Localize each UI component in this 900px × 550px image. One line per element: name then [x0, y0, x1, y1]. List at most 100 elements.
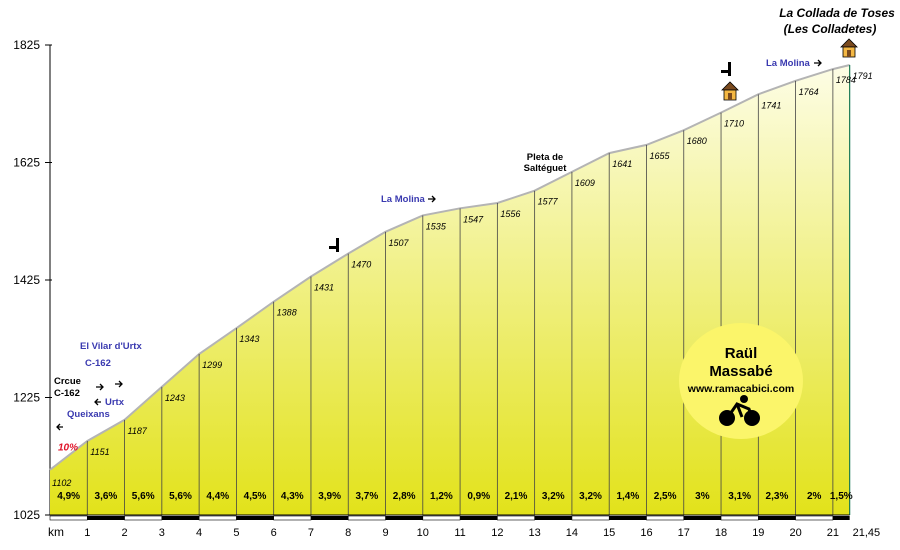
arrow-left-icon — [56, 423, 63, 431]
gradient-label: 1,2% — [430, 491, 453, 502]
km-scale-segment — [236, 516, 274, 520]
x-tick-label: 19 — [752, 527, 764, 539]
author-last-name: Massabé — [709, 363, 772, 380]
x-tick-label: 10 — [417, 527, 429, 539]
km-scale-segment — [273, 515, 312, 521]
author-badge-background — [679, 323, 803, 439]
profile-area — [49, 64, 850, 515]
annotation-label: Pleta de — [527, 152, 563, 163]
annotation-label: Queixans — [67, 409, 110, 420]
x-tick-label: 8 — [345, 527, 351, 539]
gradient-label: 3% — [695, 491, 710, 502]
x-tick-label: 11 — [454, 527, 465, 539]
altitude-label: 1741 — [761, 100, 781, 110]
arrow-right-icon — [96, 383, 104, 391]
km-scale-segment — [422, 515, 461, 521]
annotation-label: La Molina — [766, 58, 811, 69]
x-tick-label: 4 — [196, 527, 202, 539]
x-tick-label: 21,45 — [853, 527, 881, 539]
arrow-right-icon — [115, 380, 123, 388]
hut-door — [847, 50, 851, 57]
y-tick-label: 1025 — [13, 508, 40, 522]
summit-marker-icon — [329, 238, 339, 252]
gradient-label: 3,2% — [542, 491, 565, 502]
x-tick-label: 9 — [382, 527, 388, 539]
km-scale-segment — [646, 515, 685, 521]
refuge-hut-icon — [721, 81, 739, 101]
gradient-label: 5,6% — [132, 491, 155, 502]
altitude-label: 1507 — [389, 238, 410, 248]
x-tick-label: 16 — [640, 527, 652, 539]
km-scale-segment — [683, 516, 722, 520]
annotation-label: C-162 — [54, 388, 80, 399]
km-scale-segment — [385, 516, 423, 520]
altitude-label: 1609 — [575, 178, 595, 188]
arrow-right-icon — [814, 59, 822, 67]
y-tick-label: 1625 — [13, 156, 40, 170]
gradient-label: 2% — [807, 491, 822, 502]
altitude-label: 1343 — [239, 334, 259, 344]
author-website: www.ramacabici.com — [687, 383, 794, 395]
gradient-label: 3,1% — [728, 491, 751, 502]
gradient-label: 3,6% — [95, 491, 118, 502]
x-axis: 1 2 3 4 5 6 7 8 9 10 11 12 13 14 15 16 17 18 19 20 21 21,45 — [49, 514, 881, 539]
km-scale-segment — [460, 516, 498, 520]
km-scale-segment — [310, 516, 349, 520]
hut-door — [728, 93, 732, 100]
summit-marker-icon — [721, 62, 731, 76]
flag-base — [721, 70, 731, 73]
altitude-label: 1431 — [314, 282, 334, 292]
y-axis: 1025 1225 1425 1625 1825 — [13, 38, 52, 522]
flag-pole — [728, 62, 731, 76]
x-tick-label: 5 — [233, 527, 239, 539]
arrow-left-icon — [94, 398, 101, 406]
altitude-label: 1641 — [612, 159, 632, 169]
annotation-label: Crcue — [54, 376, 81, 387]
x-tick-label: 17 — [678, 527, 690, 539]
profile-fill — [50, 65, 850, 515]
chart-title: La Collada de Toses — [779, 6, 895, 20]
arrow-right-icon — [428, 195, 436, 203]
km-scale-segment — [161, 516, 200, 520]
altitude-label: 1556 — [500, 209, 520, 219]
altitude-label: 1547 — [463, 214, 484, 224]
x-tick-label: 15 — [603, 527, 615, 539]
annotation-label: Urtx — [105, 397, 125, 408]
author-badge: Raül Massabé www.ramacabici.com — [679, 323, 803, 439]
km-grid-lines — [86, 64, 851, 515]
altitude-label: 1784 — [836, 75, 856, 85]
y-tick-label: 1225 — [13, 391, 40, 405]
gradient-label: 4,4% — [206, 491, 229, 502]
altitude-label: 1388 — [277, 308, 297, 318]
km-scale-segment — [534, 516, 572, 520]
gradient-label: 1,4% — [616, 491, 639, 502]
km-scale-segment — [795, 515, 834, 521]
km-scale-segment — [198, 515, 237, 521]
flag-base — [329, 246, 339, 249]
x-tick-label: 20 — [789, 527, 801, 539]
bicycle-icon — [719, 395, 760, 426]
y-tick-label: 1825 — [13, 38, 40, 52]
x-tick-label: 2 — [121, 527, 127, 539]
gradient-label: 2,8% — [393, 491, 416, 502]
altitude-labels: 1102 1151 1187 1243 1299 1343 1388 1431 1470 1507… — [52, 71, 873, 488]
gradient-label: 2,3% — [766, 491, 789, 502]
gradient-label: 2,1% — [505, 491, 528, 502]
gradient-label: 2,5% — [654, 491, 677, 502]
km-scale-segment — [87, 516, 125, 520]
x-axis-unit-label: km — [48, 525, 64, 539]
km-scale-segment — [832, 516, 850, 520]
km-scale-segment — [497, 515, 535, 521]
altitude-label: 1680 — [687, 136, 707, 146]
x-tick-label: 14 — [566, 527, 578, 539]
x-tick-label: 12 — [491, 527, 503, 539]
chart-subtitle: (Les Colladetes) — [784, 22, 877, 36]
gradient-label: 3,2% — [579, 491, 602, 502]
altitude-label: 1151 — [90, 447, 109, 457]
x-tick-label: 1 — [84, 527, 90, 539]
gradient-label: 4,5% — [244, 491, 267, 502]
gradient-label: 4,3% — [281, 491, 304, 502]
annotation-label: Saltéguet — [524, 163, 568, 174]
gradient-label: 3,9% — [318, 491, 341, 502]
x-tick-label: 7 — [308, 527, 314, 539]
